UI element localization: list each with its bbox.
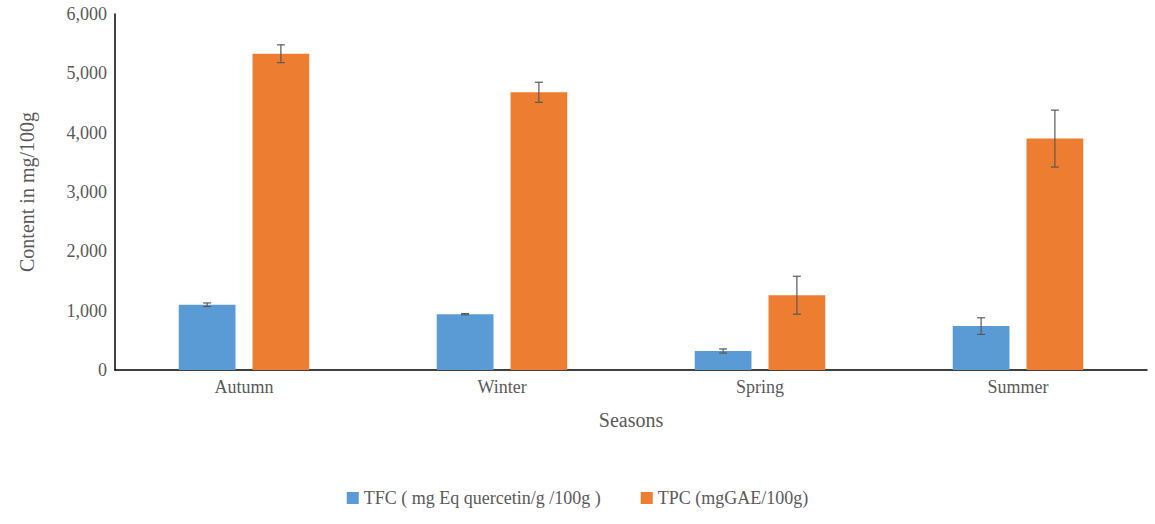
svg-text:3,000: 3,000 [67, 182, 108, 202]
svg-text:6,000: 6,000 [67, 4, 108, 24]
svg-text:5,000: 5,000 [67, 63, 108, 83]
svg-text:TFC ( mg Eq quercetin/g /100g: TFC ( mg Eq quercetin/g /100g ) [364, 488, 601, 509]
svg-text:Content in mg/100g: Content in mg/100g [16, 112, 39, 272]
svg-text:Summer: Summer [988, 377, 1049, 397]
svg-text:0: 0 [98, 360, 107, 380]
svg-text:4,000: 4,000 [67, 123, 108, 143]
svg-text:2,000: 2,000 [67, 241, 108, 261]
svg-text:Winter: Winter [477, 377, 526, 397]
svg-text:1,000: 1,000 [67, 301, 108, 321]
svg-text:Autumn: Autumn [214, 377, 273, 397]
svg-text:Seasons: Seasons [599, 409, 664, 431]
svg-text:Spring: Spring [736, 377, 784, 397]
svg-text:TPC (mgGAE/100g): TPC (mgGAE/100g) [658, 488, 809, 509]
